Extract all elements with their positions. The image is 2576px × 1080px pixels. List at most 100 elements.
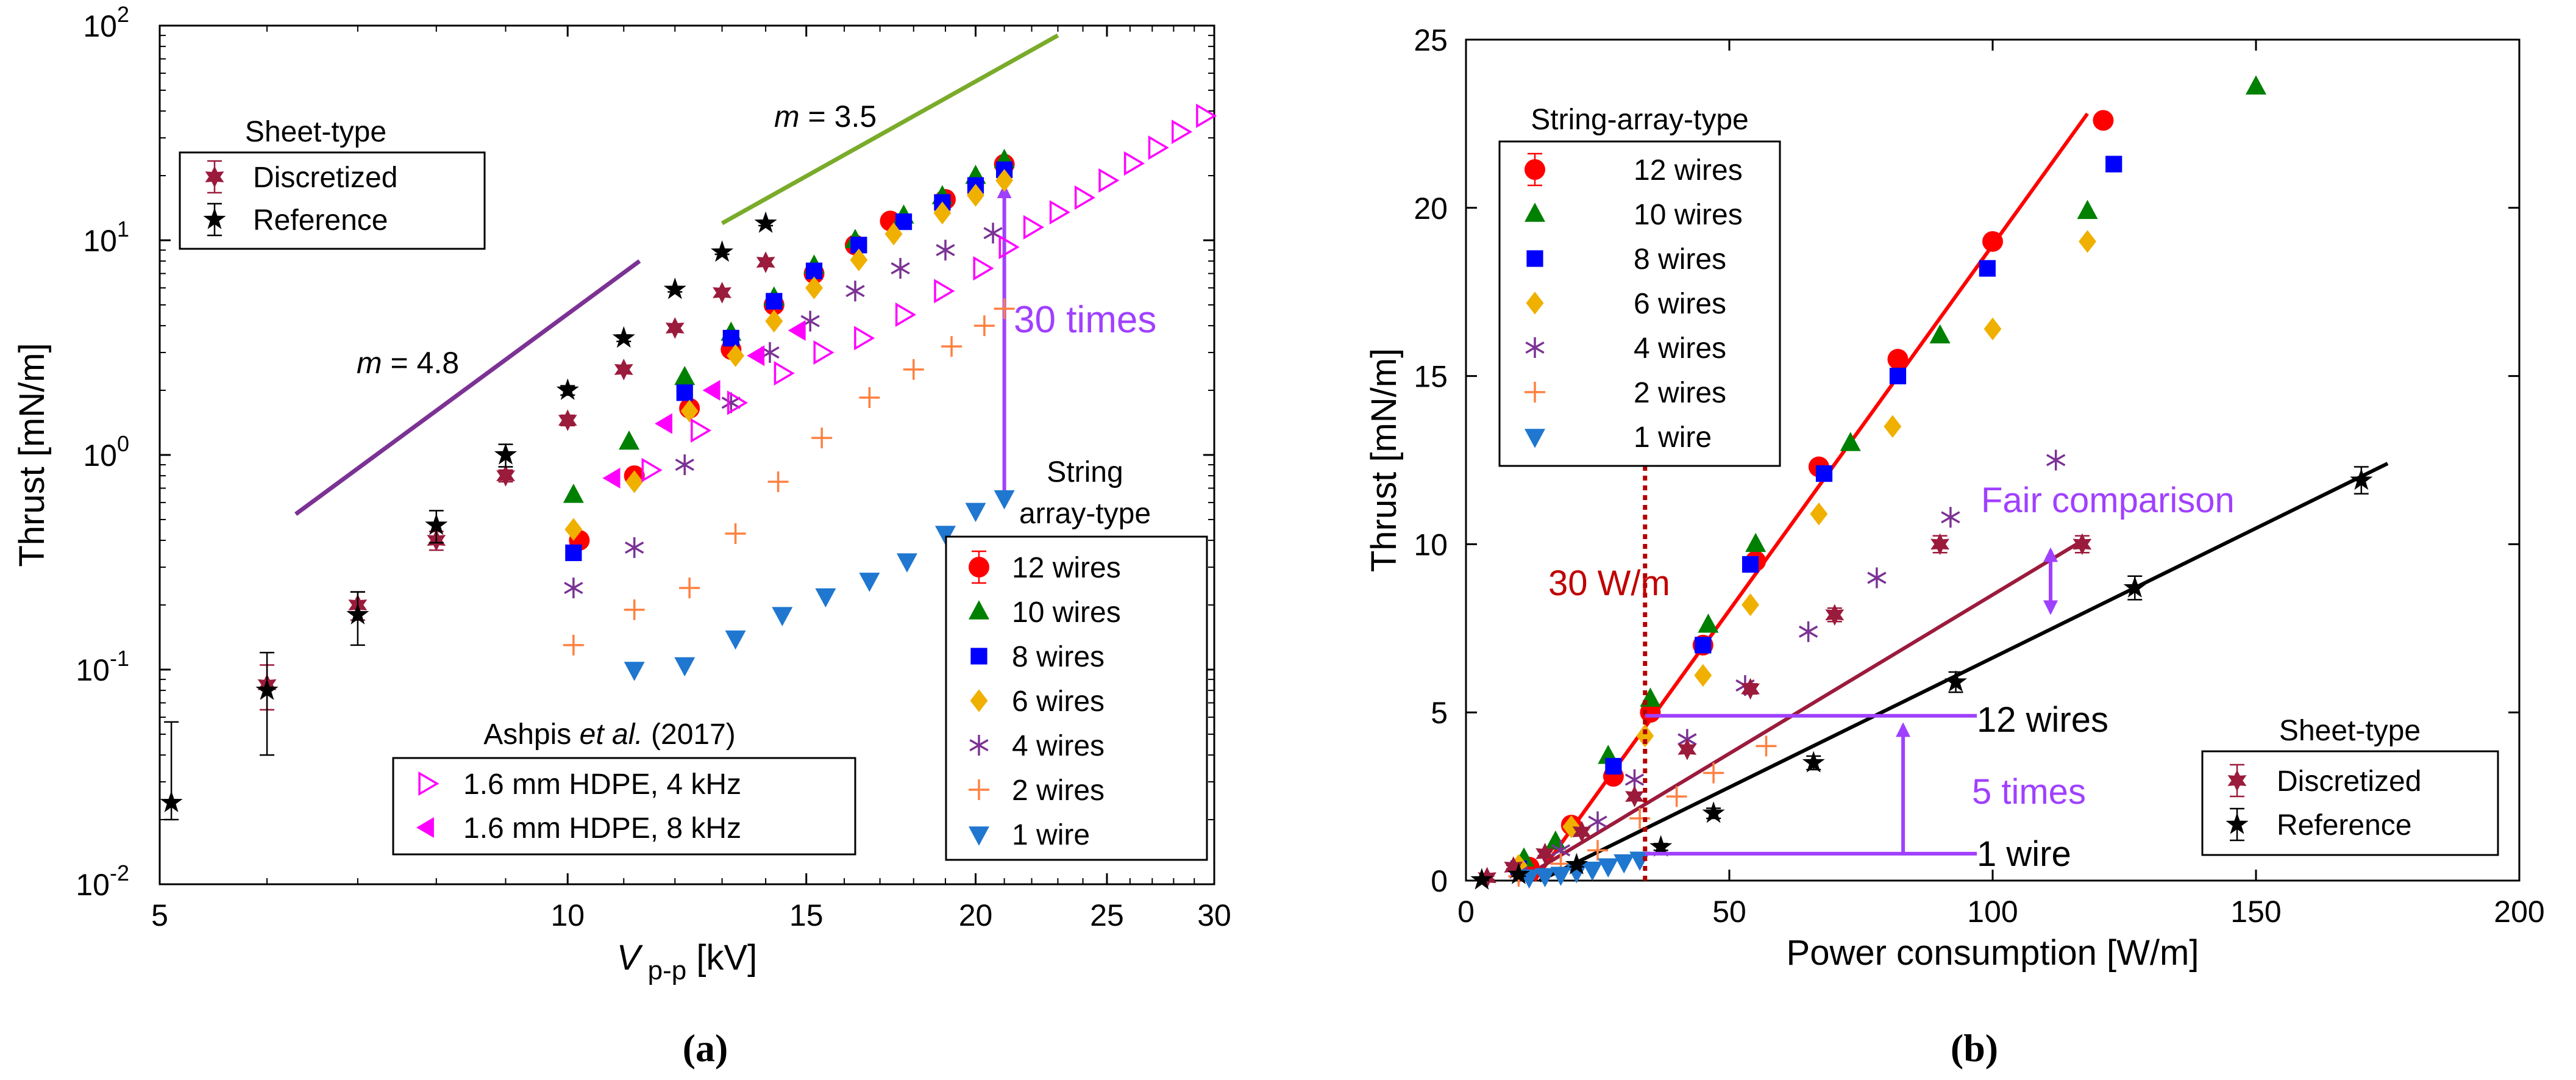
slope-label-3-5: m = 3.5 bbox=[774, 99, 877, 134]
legend-entry-4-wires: 4 wires bbox=[1634, 332, 1726, 365]
legend-title-string-1: String bbox=[1047, 456, 1123, 488]
point-6-wires bbox=[1694, 663, 1712, 687]
point-10-wires bbox=[674, 365, 696, 385]
point-1-wire bbox=[965, 502, 986, 523]
point-1-6-mm-hdpe-4-khz bbox=[774, 361, 795, 386]
point-2-wires bbox=[859, 387, 880, 408]
point-reference bbox=[1470, 868, 1493, 890]
legend-entry-reference: Reference bbox=[253, 204, 388, 237]
x-tick-label-b: 100 bbox=[1967, 895, 2018, 929]
series-a-1-6-mm-hdpe-4-khz bbox=[641, 103, 1217, 482]
point-8-wires bbox=[1695, 637, 1712, 654]
point-6-wires bbox=[765, 309, 783, 333]
point-1-6-mm-hdpe-4-khz bbox=[998, 235, 1020, 260]
point-1-wire bbox=[994, 490, 1015, 510]
point-6-wires bbox=[625, 470, 644, 493]
y-tick-exp-a: -1 bbox=[110, 646, 129, 671]
point-2-wires bbox=[994, 298, 1015, 320]
series-b-8-wires bbox=[1510, 156, 2122, 878]
point-discretized bbox=[1572, 821, 1592, 843]
point-2-wires bbox=[1703, 762, 1724, 784]
point-reference bbox=[754, 211, 777, 233]
point-1-6-mm-hdpe-4-khz bbox=[813, 340, 834, 365]
fit-line-discretized-fit bbox=[1517, 539, 2083, 882]
point-4-wires bbox=[936, 240, 955, 261]
legend-marker-discretized bbox=[205, 166, 224, 188]
slope-value-3-5: = 3.5 bbox=[800, 99, 877, 134]
y-tick-label-a: 10-1 bbox=[76, 646, 129, 687]
point-discretized bbox=[756, 251, 775, 273]
x-tick-label-a: 30 bbox=[1197, 898, 1231, 932]
point-2-wires bbox=[563, 634, 584, 656]
x-tick-label-a: 25 bbox=[1090, 898, 1124, 932]
point-2-wires bbox=[767, 471, 789, 492]
point-4-wires bbox=[721, 392, 741, 413]
point-1-6-mm-hdpe-8-khz bbox=[788, 320, 806, 341]
legend-marker-8-wires bbox=[970, 648, 987, 665]
y-tick-exp-a: -2 bbox=[110, 860, 129, 885]
legend-entry-12-wires: 12 wires bbox=[1012, 552, 1121, 584]
legend-marker-1-6-mm-hdpe-8-khz bbox=[416, 817, 434, 838]
point-reference bbox=[556, 378, 579, 400]
slope-label-4-8: m = 4.8 bbox=[357, 346, 459, 380]
slope-line-4-8 bbox=[294, 259, 641, 516]
legend-ashpis-author: Ashpis bbox=[483, 718, 579, 751]
legend-marker-discretized bbox=[2227, 770, 2247, 792]
point-6-wires bbox=[564, 518, 583, 541]
point-8-wires bbox=[1815, 465, 1833, 482]
legend-entry-reference: Reference bbox=[2277, 809, 2411, 842]
point-reference bbox=[346, 603, 369, 624]
y-tick-label-a: 102 bbox=[83, 2, 129, 43]
point-4-wires bbox=[1941, 507, 1960, 528]
y-tick-label-b: 25 bbox=[1414, 23, 1448, 57]
panel-label-b: (b) bbox=[1951, 1026, 1998, 1070]
point-1-wire bbox=[624, 662, 645, 681]
y-tick-exp-a: 2 bbox=[117, 2, 129, 27]
point-1-wire bbox=[896, 553, 917, 573]
point-4-wires bbox=[1798, 621, 1818, 642]
series-a-reference bbox=[160, 211, 777, 821]
point-discretized bbox=[558, 409, 577, 431]
point-6-wires bbox=[680, 399, 699, 423]
point-1-6-mm-hdpe-8-khz bbox=[655, 413, 672, 434]
point-6-wires bbox=[1984, 317, 2002, 341]
y-tick-label-b: 10 bbox=[1414, 527, 1448, 562]
point-10-wires bbox=[1840, 432, 1861, 451]
point-discretized bbox=[1625, 785, 1644, 807]
point-reference bbox=[494, 443, 518, 465]
legend-ashpis-year: (2017) bbox=[643, 718, 736, 751]
slope-line-3-5 bbox=[720, 34, 1059, 226]
point-1-wire bbox=[725, 630, 746, 650]
legend-box-string-b bbox=[1498, 140, 1781, 467]
y-tick-exp-a: 0 bbox=[117, 431, 129, 456]
point-1-6-mm-hdpe-4-khz bbox=[934, 279, 955, 304]
legend-marker-reference bbox=[203, 207, 226, 229]
point-reference bbox=[612, 326, 635, 348]
point-reference bbox=[1944, 670, 1968, 692]
point-8-wires bbox=[565, 544, 582, 562]
legend-marker-4-wires bbox=[969, 735, 989, 756]
legend-marker-12-wires bbox=[1525, 159, 1545, 180]
point-6-wires bbox=[1810, 502, 1828, 526]
legend-marker-6-wires bbox=[1526, 291, 1544, 315]
legend-entry-2-wires: 2 wires bbox=[1012, 774, 1105, 807]
error-bar bbox=[260, 651, 275, 756]
y-tick-label-b: 20 bbox=[1414, 191, 1448, 226]
point-4-wires bbox=[1588, 811, 1607, 832]
point-discretized bbox=[665, 317, 685, 339]
thirty-times-label: 30 times bbox=[1014, 299, 1156, 341]
point-2-wires bbox=[1756, 735, 1777, 757]
legend-marker-10-wires bbox=[969, 600, 989, 620]
x-tick-label-b: 150 bbox=[2230, 895, 2281, 929]
chart-b: 0 5 10 15 20 25 0 50 100 150 200 Thrust [mN/m] Power… bbox=[1364, 23, 2545, 1070]
point-8-wires bbox=[805, 262, 823, 279]
y-axis-label-b: Thrust [mN/m] bbox=[1364, 348, 1404, 572]
point-6-wires bbox=[850, 248, 868, 271]
point-12-wires bbox=[1887, 349, 1909, 370]
series-a-8-wires bbox=[565, 161, 1013, 562]
x-tick-label-a: 15 bbox=[789, 898, 824, 932]
point-2-wires bbox=[679, 578, 700, 599]
point-10-wires bbox=[1745, 532, 1767, 553]
point-reference bbox=[425, 513, 448, 535]
